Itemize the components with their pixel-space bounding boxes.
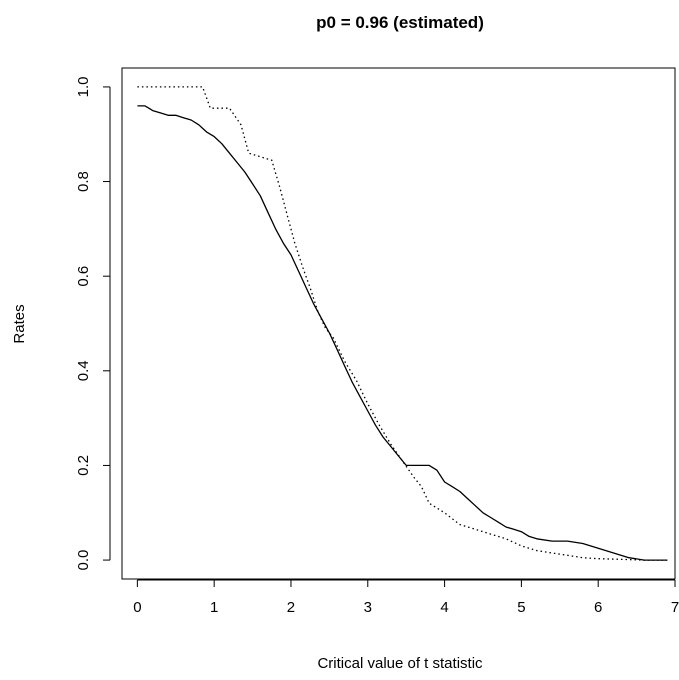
x-tick-label: 0 xyxy=(133,599,141,616)
axes: 0 1 2 3 4 5 6 7 0.0 0.2 0.4 0.6 0.8 1.0 xyxy=(75,76,679,616)
x-tick-label: 5 xyxy=(517,599,525,616)
y-tick-label: 0.0 xyxy=(75,550,92,571)
series-group xyxy=(137,86,668,561)
plot-area-frame xyxy=(121,67,676,580)
y-tick-label: 0.8 xyxy=(75,171,92,192)
x-axis-label: Critical value of t statistic xyxy=(317,655,483,672)
y-tick-label: 0.2 xyxy=(75,455,92,476)
x-tick-label: 3 xyxy=(364,599,372,616)
x-tick-label: 1 xyxy=(210,599,218,616)
x-tick-label: 6 xyxy=(594,599,602,616)
x-tick-label: 4 xyxy=(440,599,448,616)
y-tick-label: 0.4 xyxy=(75,360,92,381)
y-axis-label: Rates xyxy=(11,304,28,343)
x-tick-label: 2 xyxy=(287,599,295,616)
chart-title: p0 = 0.96 (estimated) xyxy=(316,13,484,32)
y-tick-label: 0.6 xyxy=(75,266,92,287)
y-tick-label: 1.0 xyxy=(75,76,92,97)
series-solid-line xyxy=(137,105,668,561)
series-dotted-line xyxy=(137,86,668,561)
x-tick-label: 7 xyxy=(671,599,679,616)
